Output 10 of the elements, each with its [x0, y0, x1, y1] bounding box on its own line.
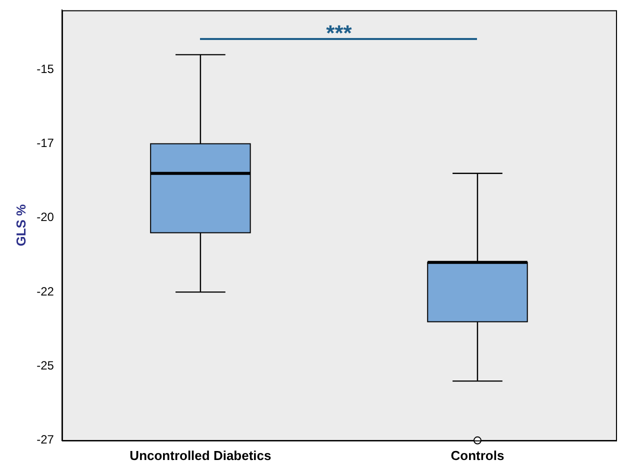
y-tick-label: -25 — [36, 358, 54, 373]
y-axis-title: GLS % — [13, 204, 28, 246]
y-tick-label: -17 — [36, 136, 54, 150]
annotation: *** — [326, 20, 352, 46]
y-tick-label: -20 — [36, 210, 54, 224]
x-tick-label: Uncontrolled Diabetics — [130, 448, 272, 463]
y-tick-label: -22 — [36, 284, 54, 298]
y-tick-label: -15 — [36, 62, 54, 76]
y-tick-label: -27 — [36, 432, 54, 447]
x-tick-label: Controls — [450, 448, 504, 463]
